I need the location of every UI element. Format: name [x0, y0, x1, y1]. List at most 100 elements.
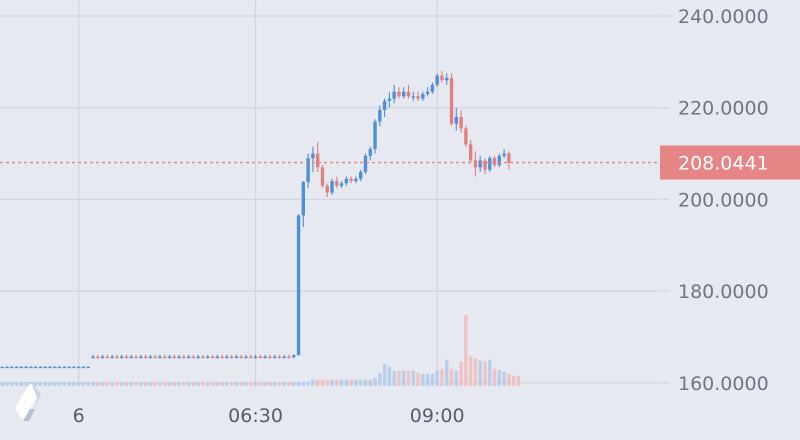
- volume-bar: [263, 381, 267, 386]
- candle: [368, 148, 372, 156]
- volume-bar: [67, 381, 71, 386]
- volume-bar: [91, 381, 95, 386]
- volume-bar: [96, 381, 100, 386]
- candle: [86, 366, 90, 369]
- candle: [483, 160, 487, 170]
- candles: [0, 71, 511, 369]
- candle: [33, 366, 38, 369]
- volume-bar: [129, 381, 133, 386]
- candle: [397, 91, 401, 97]
- candle: [272, 356, 277, 359]
- candle: [148, 356, 153, 359]
- candle: [411, 96, 415, 98]
- candle: [311, 153, 315, 159]
- candle: [220, 356, 224, 359]
- candle: [0, 366, 4, 369]
- volume-bar: [191, 381, 196, 386]
- candle: [19, 366, 24, 369]
- volume-bar: [201, 381, 205, 386]
- volume-bar: [292, 381, 296, 386]
- volume-bar: [268, 381, 272, 386]
- volume-bar: [239, 381, 243, 386]
- candle: [402, 91, 406, 97]
- candle: [440, 75, 444, 81]
- candle: [120, 356, 124, 359]
- candle: [282, 356, 286, 359]
- candle: [91, 356, 95, 359]
- volume-bar: [229, 381, 234, 386]
- volume-bar: [272, 381, 277, 386]
- candle: [492, 158, 497, 166]
- candle: [263, 356, 267, 359]
- volume-bar: [488, 359, 492, 386]
- volume-bar: [435, 370, 439, 386]
- x-axis: 6 06:30 09:00: [73, 405, 465, 427]
- candle: [43, 366, 47, 369]
- last-price-label: 208.0441: [678, 153, 769, 175]
- volume-bar: [38, 381, 43, 386]
- candle: [287, 356, 291, 359]
- candle: [239, 356, 243, 359]
- volume-bars: [0, 315, 521, 386]
- volume-bar: [325, 379, 329, 386]
- candle: [373, 121, 377, 149]
- candle: [430, 84, 435, 92]
- candle: [253, 356, 258, 359]
- candle: [425, 91, 430, 94]
- candle: [473, 160, 478, 168]
- candle: [296, 215, 301, 356]
- volume-bar: [182, 381, 186, 386]
- volume-bar: [134, 381, 138, 386]
- candle: [76, 366, 81, 369]
- candle: [229, 356, 234, 359]
- candle: [244, 356, 248, 359]
- volume-bar: [483, 361, 487, 386]
- volume-bar: [14, 381, 19, 386]
- candle: [182, 356, 186, 359]
- candle: [186, 356, 191, 359]
- candle: [81, 366, 86, 369]
- candle: [325, 185, 329, 193]
- candle: [378, 110, 382, 122]
- volume-bar: [473, 358, 478, 386]
- candle: [335, 181, 339, 186]
- candle: [24, 366, 28, 369]
- volume-bar: [120, 381, 124, 386]
- candle: [29, 366, 33, 369]
- volume-bar: [43, 381, 47, 386]
- candle: [163, 356, 167, 359]
- y-tick-label: 160.0000: [678, 373, 769, 395]
- volume-bar: [143, 381, 148, 386]
- volume-bar: [244, 381, 248, 386]
- volume-bar: [206, 381, 210, 386]
- volume-bar: [344, 379, 349, 386]
- volume-bar: [507, 373, 511, 386]
- candle: [249, 356, 253, 359]
- volume-bar: [378, 372, 382, 386]
- volume-bar: [124, 381, 129, 386]
- volume-bar: [368, 379, 372, 386]
- volume-bar: [48, 381, 52, 386]
- candle: [153, 356, 157, 359]
- volume-bar: [100, 381, 105, 386]
- last-price-badge: [660, 145, 800, 180]
- candle: [268, 356, 272, 359]
- diamond-logo-icon[interactable]: [15, 383, 41, 421]
- volume-bar: [215, 381, 219, 386]
- volume-bar: [62, 381, 67, 386]
- volume-bar: [492, 368, 497, 386]
- volume-bar: [354, 379, 358, 386]
- volume-bar: [177, 381, 181, 386]
- volume-bar: [449, 368, 454, 386]
- volume-bar: [454, 370, 458, 386]
- candle: [459, 116, 463, 129]
- candle: [172, 356, 176, 359]
- volume-bar: [411, 370, 415, 386]
- volume-bar: [301, 381, 306, 386]
- volume-bar: [277, 381, 282, 386]
- volume-bar: [0, 381, 4, 386]
- volume-bar: [253, 381, 258, 386]
- volume-bar: [516, 375, 521, 386]
- x-tick-label: 09:00: [410, 405, 465, 427]
